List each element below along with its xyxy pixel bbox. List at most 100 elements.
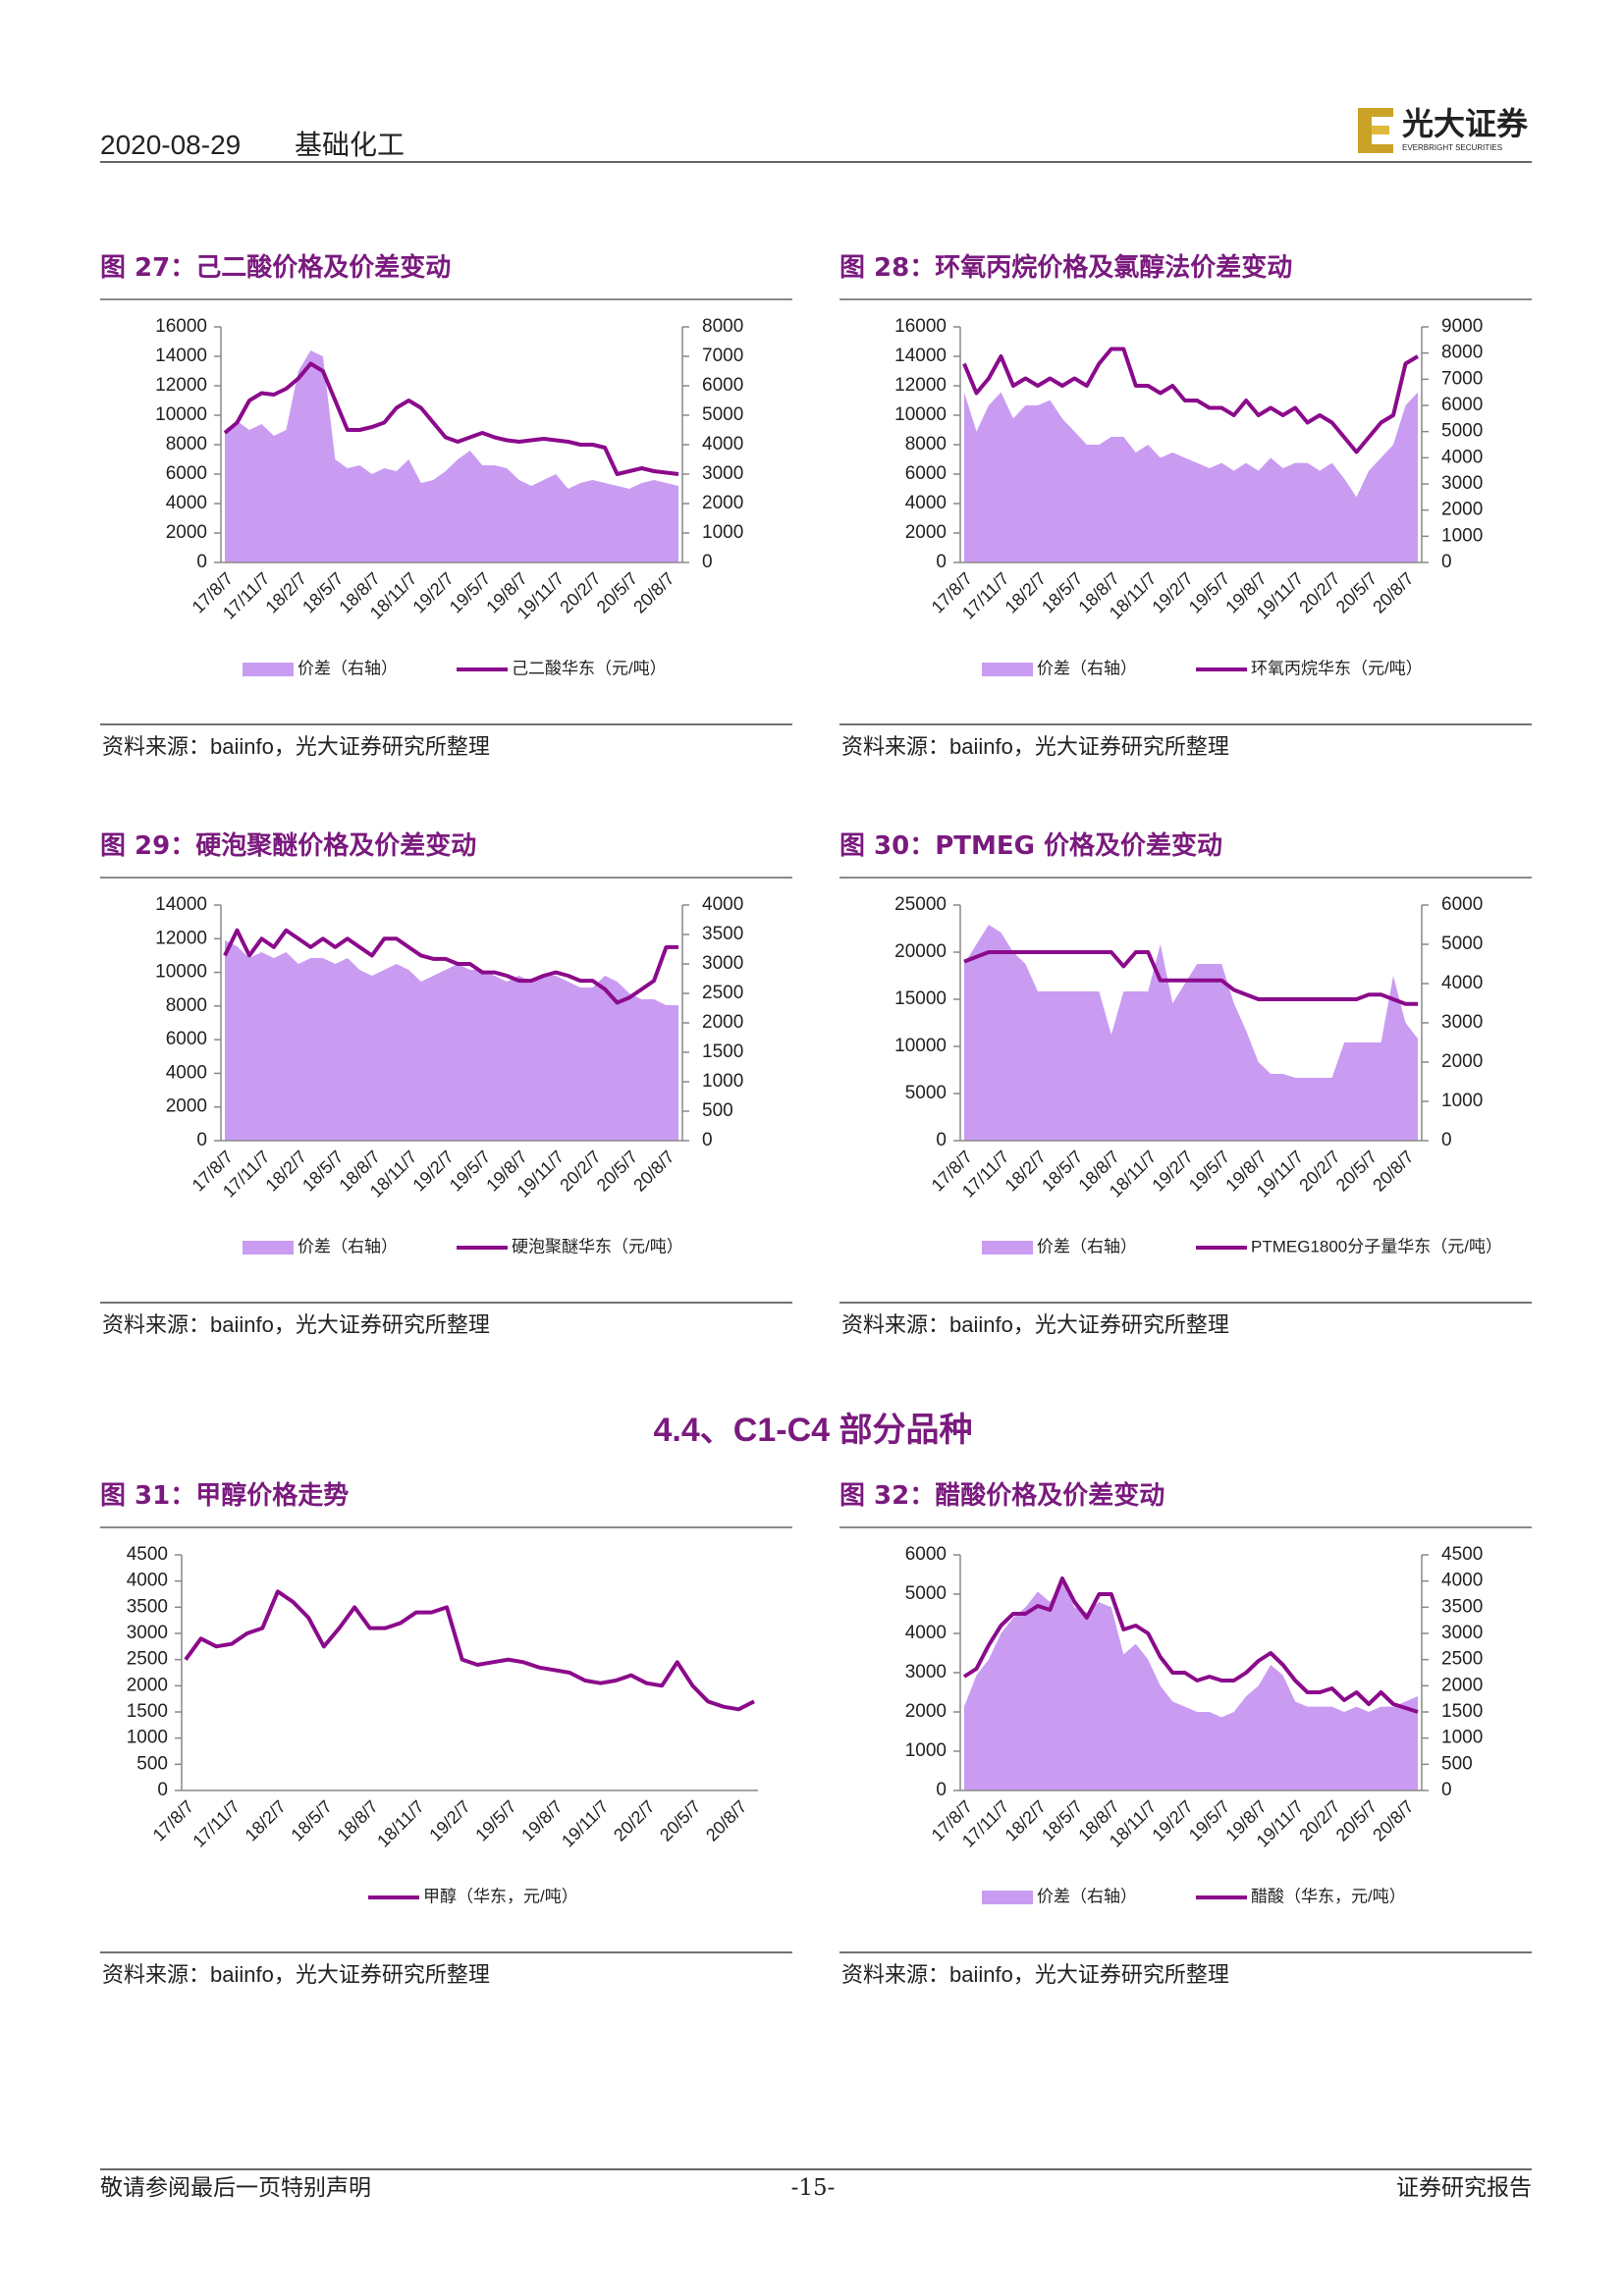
y2-tick-label: 2000 [1441,500,1483,520]
y-tick-label: 1000 [905,1740,947,1761]
y2-tick-label: 9000 [1441,316,1483,337]
x-tick-label: 19/2/7 [408,568,458,617]
y-tick-label: 16000 [155,316,207,337]
y2-tick-label: 7000 [1441,368,1483,389]
y-tick-label: 0 [196,552,207,572]
source-note: 资料来源：baiinfo，光大证券研究所整理 [102,734,490,759]
chart-title: 图 29：硬泡聚醚价格及价差变动 [100,830,476,861]
y2-tick-label: 2000 [1441,1675,1483,1695]
y2-tick-label: 3500 [1441,1596,1483,1617]
logo-text-en: EVERBRIGHT SECURITIES [1402,143,1502,152]
source-note: 资料来源：baiinfo，光大证券研究所整理 [841,1962,1229,1987]
x-tick-label: 19/5/7 [1185,1796,1234,1845]
y-tick-label: 3000 [127,1623,168,1643]
y2-tick-label: 2000 [702,1012,743,1033]
x-tick-label: 18/5/7 [298,1147,348,1196]
legend-label: PTMEG1800分子量华东（元/吨） [1251,1237,1502,1255]
y2-tick-label: 3000 [1441,473,1483,494]
y2-tick-label: 500 [702,1100,733,1121]
y-tick-label: 4000 [905,493,947,513]
spread-area [225,940,678,1141]
y-tick-label: 5000 [905,1583,947,1604]
y-tick-label: 0 [936,1780,947,1800]
y-tick-label: 4500 [127,1544,168,1565]
y-tick-label: 500 [136,1753,168,1774]
chart-title: 图 30：PTMEG 价格及价差变动 [839,830,1222,861]
y2-tick-label: 4000 [702,894,743,915]
y-tick-label: 6000 [166,463,207,484]
price-line [962,1576,1419,1714]
y2-tick-label: 500 [1441,1753,1473,1774]
x-tick-label: 19/5/7 [471,1796,520,1845]
y-tick-label: 2500 [127,1649,168,1670]
x-tick-label: 20/8/7 [1369,568,1418,617]
y2-tick-label: 4000 [1441,973,1483,993]
y2-tick-label: 0 [1441,1780,1452,1800]
x-tick-label: 19/2/7 [1148,1796,1197,1845]
y2-tick-label: 8000 [1441,343,1483,363]
y-tick-label: 3000 [905,1662,947,1682]
legend-swatch [243,1241,294,1255]
price-line [223,928,678,1005]
y-tick-label: 6000 [905,1544,947,1565]
y-tick-label: 10000 [894,404,947,425]
y-tick-label: 12000 [155,375,207,396]
y2-tick-label: 4500 [1441,1544,1483,1565]
y2-tick-label: 3500 [702,924,743,944]
y-tick-label: 5000 [905,1083,947,1103]
y2-tick-label: 5000 [1441,934,1483,954]
price-line [223,361,679,476]
x-tick-label: 18/2/7 [242,1796,291,1845]
y2-tick-label: 4000 [1441,447,1483,467]
y-tick-label: 14000 [155,894,207,915]
x-tick-label: 20/5/7 [593,1147,642,1196]
y2-tick-label: 1000 [1441,1728,1483,1748]
y-tick-label: 6000 [166,1029,207,1049]
y-tick-label: 0 [936,552,947,572]
source-note: 资料来源：baiinfo，光大证券研究所整理 [102,1962,490,1987]
y-tick-label: 10000 [894,1036,947,1056]
y-tick-label: 4000 [905,1623,947,1643]
footer-left: 敬请参阅最后一页特别声明 [100,2175,371,2201]
x-tick-label: 20/8/7 [702,1796,751,1845]
x-tick-label: 20/2/7 [556,1147,605,1196]
x-tick-label: 20/8/7 [1369,1147,1418,1196]
chart-title: 图 32：醋酸价格及价差变动 [839,1480,1164,1511]
y-tick-label: 25000 [894,894,947,915]
y2-tick-label: 5000 [702,404,743,425]
footer-page: -15- [791,2175,836,2201]
y-tick-label: 10000 [155,962,207,983]
y-tick-label: 0 [196,1130,207,1150]
y2-tick-label: 1000 [1441,1091,1483,1111]
y-tick-label: 0 [157,1780,168,1800]
x-tick-label: 19/2/7 [1148,568,1197,617]
y-tick-label: 1500 [127,1701,168,1722]
legend-swatch [982,1891,1033,1904]
y-tick-label: 12000 [155,928,207,948]
legend-label: 价差（右轴） [298,659,398,677]
price-line [962,347,1420,454]
header-sector: 基础化工 [295,130,405,160]
y2-tick-label: 1500 [1441,1701,1483,1722]
y2-tick-label: 4000 [1441,1571,1483,1591]
x-tick-label: 20/2/7 [610,1796,659,1845]
spread-area [964,925,1418,1141]
y-tick-label: 16000 [894,316,947,337]
logo-bar [1372,126,1389,134]
y2-tick-label: 2000 [702,493,743,513]
x-tick-label: 20/5/7 [656,1796,705,1845]
y2-tick-label: 7000 [702,346,743,366]
y-tick-label: 2000 [127,1675,168,1695]
x-tick-label: 18/5/7 [1038,1796,1087,1845]
y-tick-label: 4000 [166,1062,207,1083]
section-heading: 4.4、C1-C4 部分品种 [654,1412,973,1449]
x-tick-label: 18/5/7 [298,568,348,617]
y2-tick-label: 0 [1441,1130,1452,1150]
x-tick-label: 19/2/7 [1148,1147,1197,1196]
y-tick-label: 6000 [905,463,947,484]
x-tick-label: 18/5/7 [1038,568,1087,617]
y-tick-label: 8000 [166,434,207,454]
spread-area [964,392,1418,562]
y-tick-label: 14000 [894,346,947,366]
